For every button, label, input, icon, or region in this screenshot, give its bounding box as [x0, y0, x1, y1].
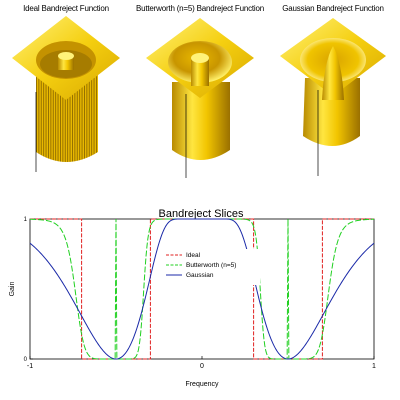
y-axis-label: Gain	[9, 282, 16, 297]
gaussian-center-peak	[322, 46, 344, 100]
y-tick-label-0: 0	[24, 357, 28, 363]
butterworth-surface	[146, 18, 254, 178]
x-tick-label-0: -1	[27, 363, 33, 370]
ideal-surface	[12, 16, 120, 172]
surface-title-ideal: Ideal Bandreject Function	[23, 4, 109, 13]
axis-ticks: -1 0 101	[24, 217, 376, 370]
ideal-center-top	[58, 52, 74, 60]
series-line-ideal	[30, 218, 374, 360]
legend-label-2: Gaussian	[186, 272, 214, 279]
surface-title-butterworth: Butterworth (n=5) Bandreject Function	[135, 4, 265, 13]
x-tick-label-2: 1	[372, 363, 376, 370]
legend-label-0: Ideal	[186, 252, 201, 259]
ideal-cylinder-body	[36, 72, 98, 162]
x-tick-label-1: 0	[200, 363, 204, 370]
surface-title-gaussian: Gaussian Bandreject Function	[282, 4, 384, 13]
series-layer	[29, 218, 375, 360]
bandreject-chart: Bandreject Slices -1 0 101 Frequency Gain …	[9, 208, 376, 388]
legend-label-1: Butterworth (n=5)	[186, 262, 236, 269]
gaussian-cylinder-body	[303, 78, 360, 146]
chart-title: Bandreject Slices	[159, 208, 244, 220]
legend: Ideal Butterworth (n=5) Gaussian	[160, 249, 260, 285]
series-line-gaussian	[29, 218, 375, 360]
ideal-center-post	[58, 56, 74, 70]
surface-plots	[12, 16, 386, 178]
butterworth-cylinder-body	[172, 82, 230, 160]
butterworth-center-post	[191, 58, 209, 86]
x-axis-label: Frequency	[185, 381, 219, 388]
gaussian-surface	[280, 18, 386, 176]
y-tick-label-1: 1	[24, 217, 28, 223]
butterworth-center-top	[191, 53, 209, 63]
